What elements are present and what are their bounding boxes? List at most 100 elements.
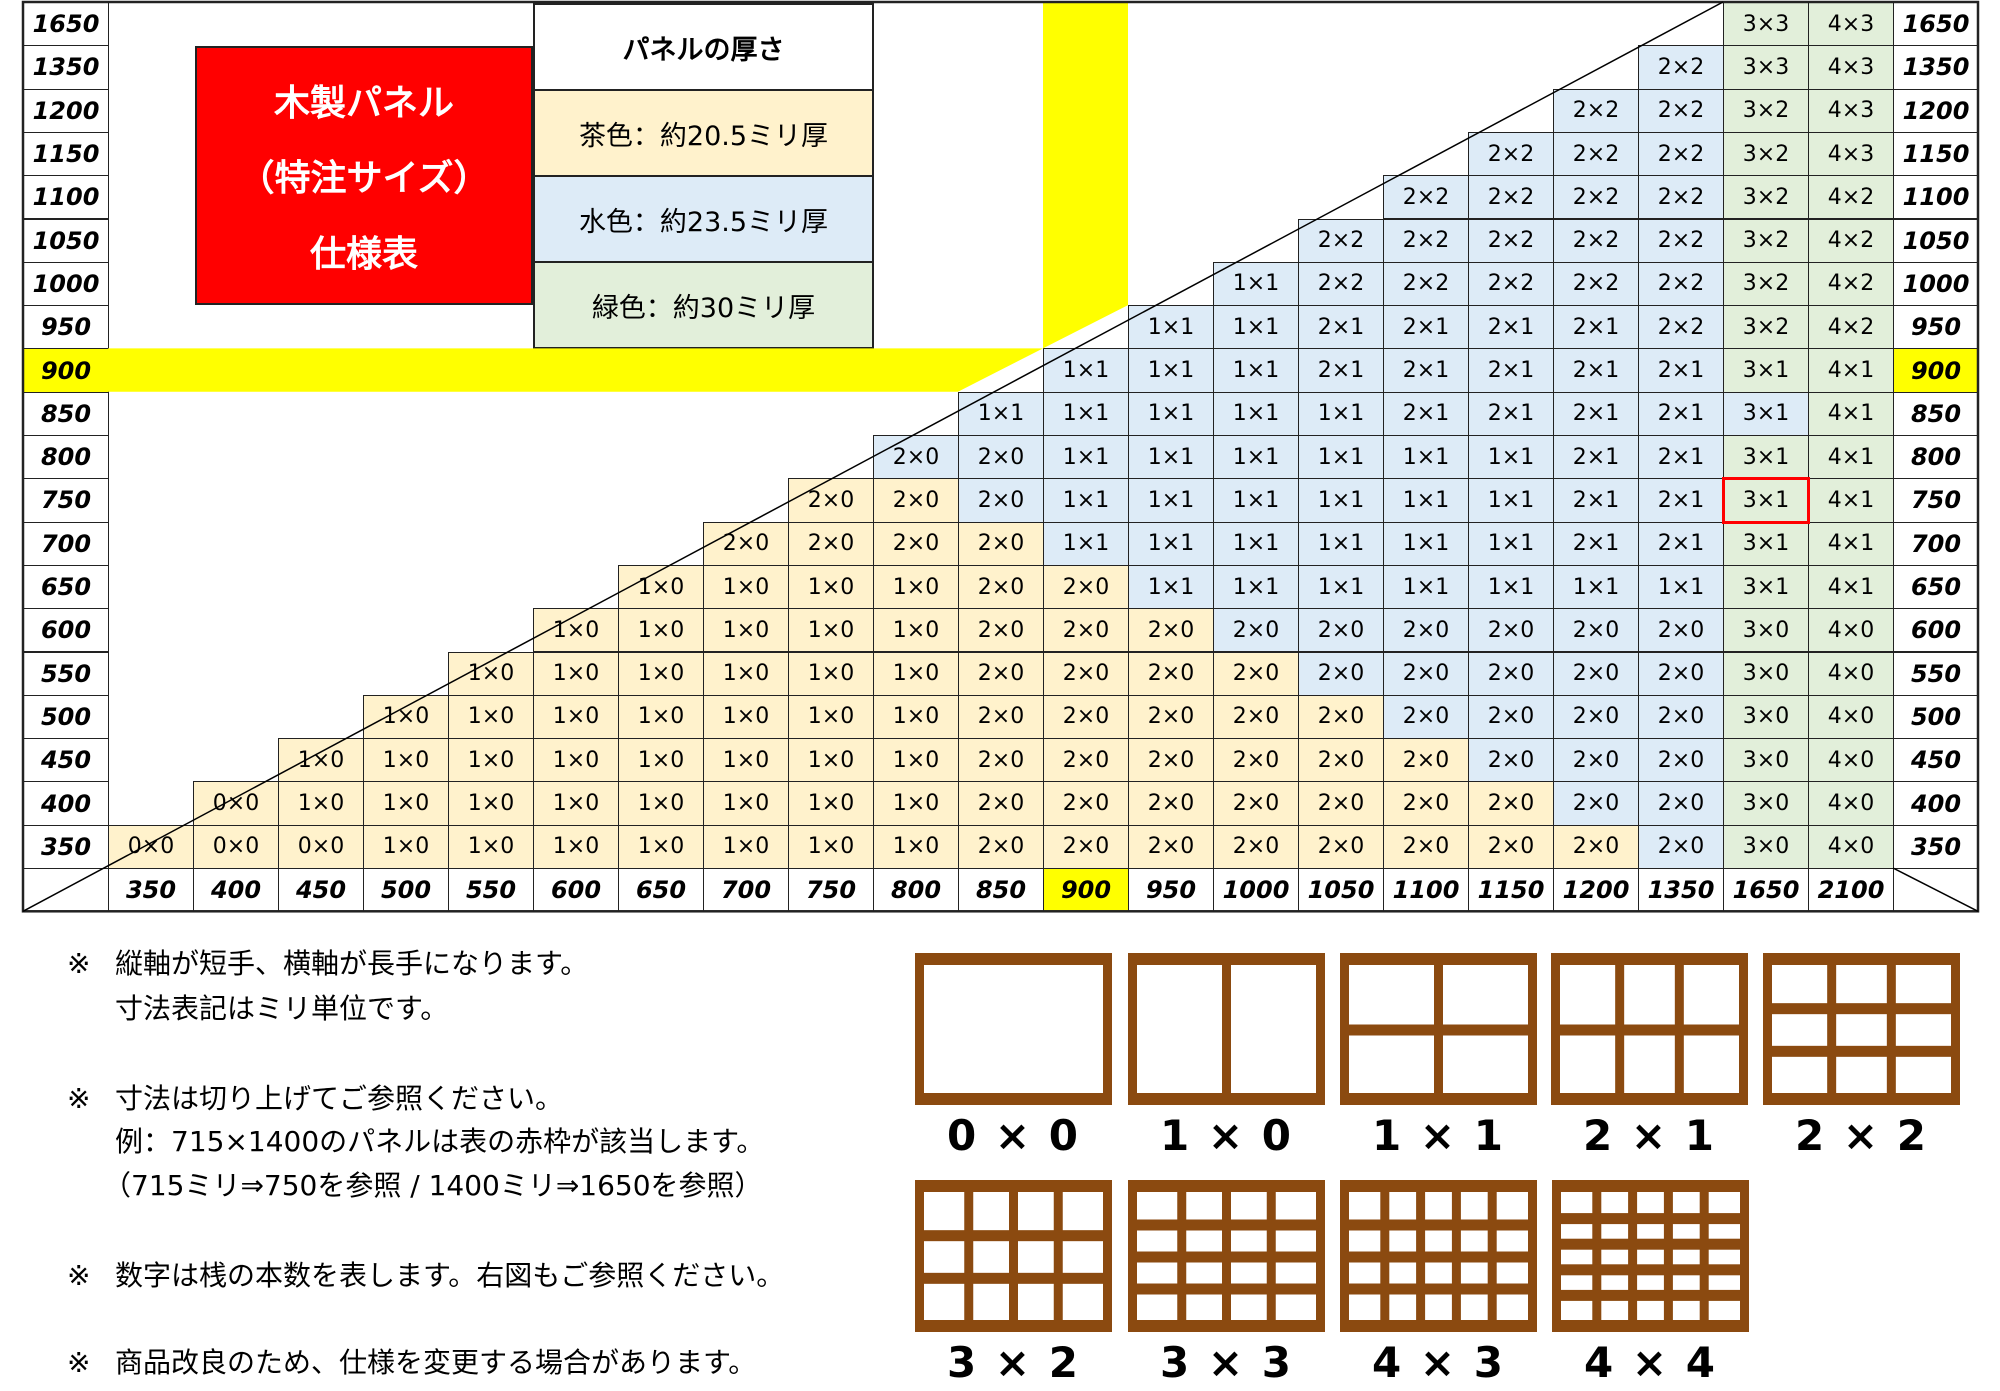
grid-cell: 2×0 — [1043, 564, 1129, 610]
row-label: 1050 — [23, 218, 109, 263]
row-label-right: 500 — [1893, 694, 1979, 740]
grid-cell: 2×0 — [873, 521, 959, 566]
grid-cell: 2×0 — [958, 781, 1044, 826]
panel-frame-icon — [1763, 953, 1960, 1105]
grid-cell: 1×1 — [1043, 435, 1129, 480]
grid-cell: 1×0 — [703, 608, 789, 653]
column-label: 2100 — [1808, 868, 1894, 913]
grid-cell: 1×0 — [703, 824, 789, 869]
grid-cell: 1×1 — [1043, 348, 1129, 393]
grid-cell: 3×2 — [1723, 218, 1809, 263]
row-label-right: 1100 — [1893, 175, 1979, 220]
grid-cell: 2×0 — [1213, 651, 1299, 696]
grid-cell: 1×1 — [1298, 564, 1384, 610]
grid-cell: 1×1 — [1383, 564, 1469, 610]
grid-cell: 4×1 — [1808, 435, 1894, 480]
grid-cell: 2×0 — [1128, 781, 1214, 826]
row-label: 550 — [23, 651, 109, 696]
note-mark: ※ — [67, 947, 91, 980]
grid-cell: 1×1 — [1383, 435, 1469, 480]
grid-cell: 0×0 — [193, 781, 279, 826]
grid-cell: 2×0 — [1638, 781, 1724, 826]
grid-cell: 2×0 — [1383, 694, 1469, 740]
grid-cell: 1×1 — [1213, 391, 1299, 436]
panel-label: 1 × 0 — [1160, 1111, 1293, 1160]
row-label-right: 700 — [1893, 521, 1979, 566]
grid-cell: 3×3 — [1723, 2, 1809, 47]
grid-cell: 3×0 — [1723, 694, 1809, 740]
grid-cell: 1×0 — [873, 738, 959, 783]
grid-cell: 2×2 — [1553, 131, 1639, 177]
grid-cell: 1×0 — [788, 824, 874, 869]
grid-cell: 1×0 — [533, 694, 619, 740]
grid-cell: 4×2 — [1808, 305, 1894, 350]
grid-cell: 4×1 — [1808, 478, 1894, 523]
grid-cell: 2×1 — [1638, 521, 1724, 566]
grid-cell: 2×2 — [1298, 218, 1384, 263]
column-label: 550 — [448, 868, 534, 913]
title-line: （特注サイズ） — [238, 158, 490, 200]
grid-cell: 2×0 — [958, 435, 1044, 480]
panel-frame-icon — [1552, 1180, 1749, 1332]
grid-cell: 1×0 — [533, 781, 619, 826]
grid-cell: 2×0 — [1638, 694, 1724, 740]
column-label: 850 — [958, 868, 1044, 913]
grid-cell: 1×0 — [363, 824, 449, 869]
panel-frame-icon — [1551, 953, 1748, 1105]
grid-cell: 1×1 — [1298, 521, 1384, 566]
panel-label: 2 × 1 — [1583, 1111, 1716, 1160]
grid-cell: 4×0 — [1808, 781, 1894, 826]
grid-cell: 1×0 — [618, 824, 704, 869]
row-label-right: 750 — [1893, 478, 1979, 523]
grid-cell: 2×2 — [1553, 175, 1639, 220]
panel-diagram: 1 × 0 — [1128, 953, 1325, 1160]
grid-cell: 4×1 — [1808, 348, 1894, 393]
grid-cell: 2×2 — [1383, 175, 1469, 220]
grid-cell: 3×1 — [1723, 435, 1809, 480]
grid-cell: 1×0 — [788, 651, 874, 696]
grid-cell: 1×1 — [1128, 348, 1214, 393]
grid-cell: 2×1 — [1638, 391, 1724, 436]
grid-cell: 2×0 — [958, 738, 1044, 783]
row-label-right: 850 — [1893, 391, 1979, 436]
column-label: 350 — [108, 868, 194, 913]
grid-cell: 3×2 — [1723, 131, 1809, 177]
column-label: 500 — [363, 868, 449, 913]
grid-cell: 2×1 — [1468, 305, 1554, 350]
grid-cell: 2×0 — [958, 564, 1044, 610]
grid-cell: 2×0 — [1383, 608, 1469, 653]
panel-label: 0 × 0 — [947, 1111, 1080, 1160]
grid-cell: 1×1 — [1213, 261, 1299, 307]
grid-cell: 2×1 — [1553, 521, 1639, 566]
grid-cell: 2×2 — [1383, 218, 1469, 263]
grid-cell: 2×2 — [1638, 218, 1724, 263]
grid-cell: 3×1 — [1723, 348, 1809, 393]
grid-cell: 2×1 — [1383, 391, 1469, 436]
grid-cell: 2×0 — [1468, 738, 1554, 783]
grid-cell: 2×0 — [1553, 694, 1639, 740]
note-line: 縦軸が短手、横軸が長手になります。 — [115, 947, 589, 980]
grid-cell: 1×1 — [1638, 564, 1724, 610]
highlight-row-band — [108, 348, 1043, 392]
grid-cell: 2×0 — [788, 521, 874, 566]
grid-cell: 1×0 — [703, 651, 789, 696]
grid-cell: 2×2 — [1468, 218, 1554, 263]
grid-cell: 2×0 — [873, 435, 959, 480]
grid-cell: 1×0 — [533, 824, 619, 869]
panel-label: 4 × 4 — [1584, 1338, 1717, 1387]
row-label: 500 — [23, 694, 109, 740]
grid-cell: 1×0 — [788, 564, 874, 610]
panel-diagram: 0 × 0 — [915, 953, 1112, 1160]
grid-cell: 1×1 — [1128, 564, 1214, 610]
row-label-right: 650 — [1893, 564, 1979, 610]
grid-cell: 2×0 — [1553, 738, 1639, 783]
grid-cell: 2×0 — [1468, 781, 1554, 826]
grid-cell: 1×1 — [1213, 305, 1299, 350]
row-label-right: 1200 — [1893, 88, 1979, 133]
note-line: 寸法表記はミリ単位です。 — [115, 992, 449, 1025]
row-label: 450 — [23, 738, 109, 783]
grid-cell: 2×2 — [1638, 305, 1724, 350]
note-line: （715ミリ⇒750を参照 / 1400ミリ⇒1650を参照） — [103, 1169, 763, 1202]
grid-cell: 2×2 — [1298, 261, 1384, 307]
row-label: 600 — [23, 608, 109, 653]
